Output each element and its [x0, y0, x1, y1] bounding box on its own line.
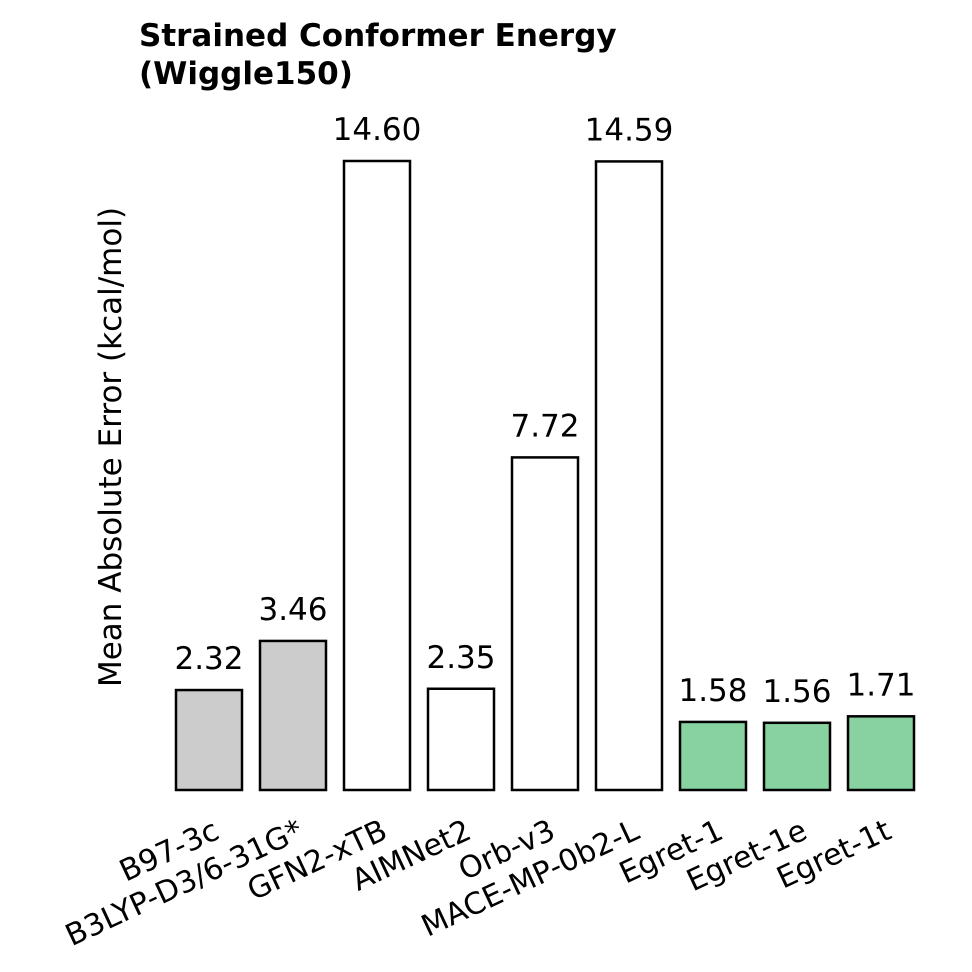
bar-egret-1e — [762, 721, 832, 792]
chart-title-line2: (Wiggle150) — [139, 56, 353, 92]
value-label: 14.59 — [585, 112, 674, 148]
chart-title-line1: Strained Conformer Energy — [139, 18, 617, 54]
value-label: 1.71 — [846, 667, 915, 703]
bar-egret-1t — [846, 715, 916, 792]
bar-b97-3c — [174, 688, 244, 792]
value-label: 2.35 — [426, 640, 495, 676]
value-label: 14.60 — [333, 112, 422, 148]
bar-b3lyp-d3-6-31g- — [258, 639, 328, 792]
bar-gfn2-xtb — [342, 159, 412, 792]
x-tick-labels-group: B97-3cB3LYP-D3/6-31G*GFN2-xTBAIMNet2Orb-… — [60, 813, 896, 954]
value-label: 1.56 — [762, 674, 831, 710]
bar-aimnet2 — [426, 687, 496, 792]
value-labels-group: 2.32 3.46 14.60 2.35 7.72 14.59 1.58 1.56 1.71 — [174, 112, 915, 710]
value-label: 1.58 — [678, 673, 747, 709]
value-label: 3.46 — [258, 592, 327, 628]
bar-mace-mp-0b2-l — [594, 160, 664, 792]
value-label: 2.32 — [174, 641, 243, 677]
bar-orb-v3 — [510, 456, 580, 792]
value-label: 7.72 — [510, 408, 579, 444]
bars-group — [174, 159, 916, 792]
bar-egret-1 — [678, 720, 748, 792]
y-axis-label: Mean Absolute Error (kcal/mol) — [93, 207, 129, 687]
